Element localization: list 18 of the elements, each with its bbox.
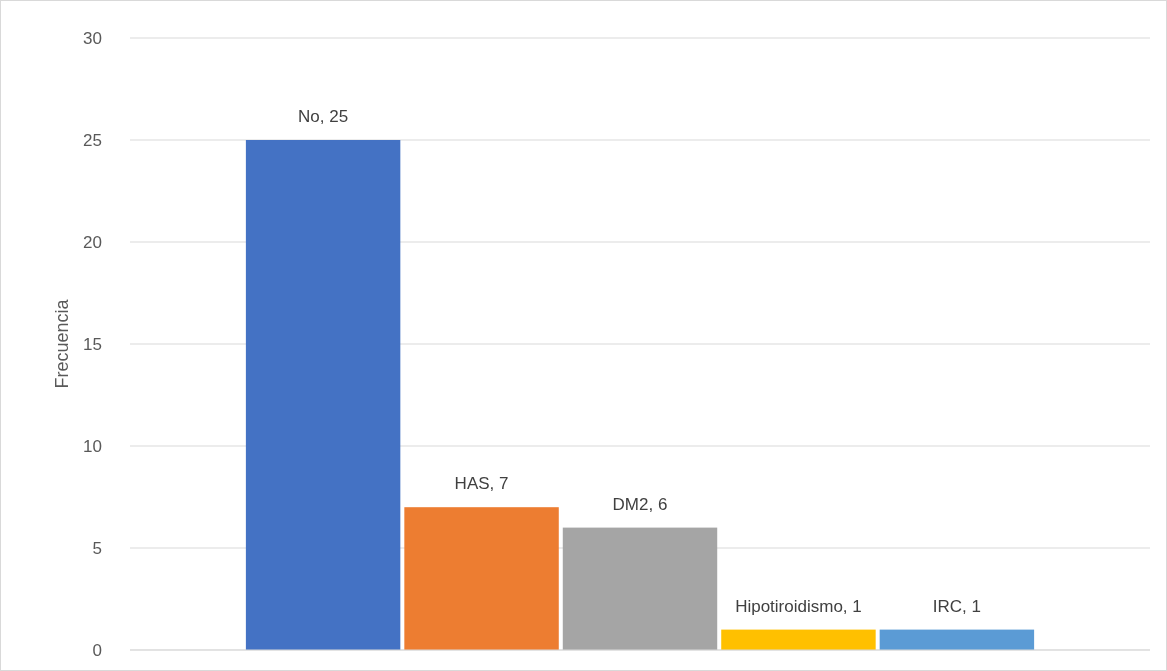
bar (879, 629, 1035, 650)
y-tick-label: 25 (83, 130, 102, 150)
data-label: DM2, 6 (612, 494, 668, 514)
bar (721, 629, 876, 650)
y-tick-label: 10 (83, 436, 102, 456)
y-axis-title: Frecuencia (52, 298, 72, 389)
data-label: No, 25 (298, 107, 349, 126)
y-tick-label: 5 (92, 538, 102, 558)
y-tick-label: 30 (83, 28, 102, 48)
bar (404, 507, 559, 650)
y-tick-label: 15 (83, 334, 102, 354)
y-tick-label: 20 (83, 232, 102, 252)
bar (245, 140, 401, 650)
bar (562, 527, 718, 650)
data-label: HAS, 7 (454, 474, 509, 494)
data-label: IRC, 1 (932, 596, 981, 616)
data-label: Hipotiroidismo, 1 (735, 596, 862, 616)
y-tick-label: 0 (92, 640, 102, 660)
